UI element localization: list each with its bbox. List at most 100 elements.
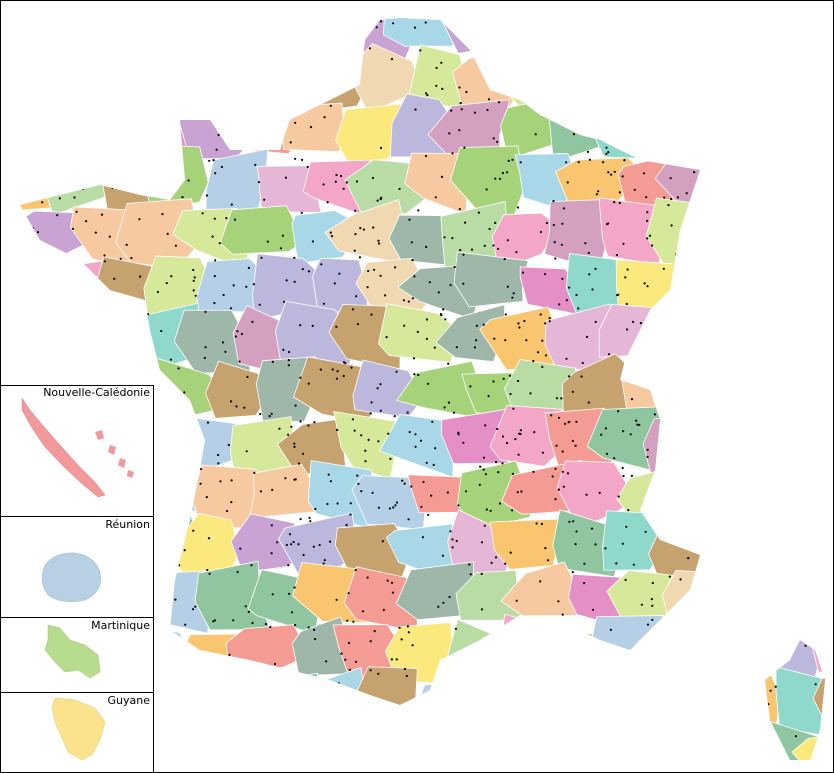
point <box>288 533 292 536</box>
point <box>194 605 197 608</box>
point <box>486 108 489 112</box>
point <box>463 146 466 149</box>
point <box>572 133 576 136</box>
point <box>252 283 255 286</box>
point <box>478 483 481 486</box>
point <box>314 507 317 511</box>
point <box>475 324 478 327</box>
point <box>417 373 420 377</box>
point <box>322 183 325 186</box>
point <box>335 173 338 177</box>
point <box>446 491 449 494</box>
point <box>226 509 229 513</box>
point <box>103 254 106 257</box>
point <box>270 412 273 415</box>
point <box>564 422 567 425</box>
point <box>225 217 228 220</box>
point <box>187 179 190 182</box>
point <box>437 291 440 294</box>
point <box>545 221 549 225</box>
point <box>492 137 495 140</box>
point <box>191 608 195 611</box>
point <box>273 662 277 666</box>
point <box>41 201 44 204</box>
point <box>774 685 777 688</box>
point <box>393 415 396 418</box>
point <box>588 273 591 276</box>
point <box>56 214 59 217</box>
point <box>804 644 807 647</box>
point <box>413 373 416 376</box>
point <box>370 401 373 404</box>
point <box>554 498 557 501</box>
point <box>181 196 184 199</box>
point <box>630 398 634 401</box>
point <box>485 188 488 191</box>
point <box>585 335 589 338</box>
point <box>646 237 649 240</box>
point <box>342 374 345 378</box>
point <box>377 440 380 443</box>
point <box>685 192 688 195</box>
point <box>496 427 499 431</box>
point <box>430 494 433 497</box>
point <box>554 467 557 470</box>
point <box>529 392 532 395</box>
point <box>311 240 314 243</box>
point <box>217 462 220 465</box>
point <box>473 346 476 349</box>
point <box>568 375 571 378</box>
point <box>509 551 512 554</box>
point <box>238 360 241 363</box>
point <box>390 581 394 584</box>
point <box>312 545 315 548</box>
island <box>118 458 126 468</box>
point <box>769 689 772 692</box>
point <box>282 300 286 303</box>
point <box>406 625 409 628</box>
point <box>639 322 643 325</box>
point <box>204 310 207 313</box>
point <box>294 404 297 407</box>
point <box>379 274 382 277</box>
point <box>254 163 257 166</box>
point <box>444 318 447 321</box>
point <box>439 313 442 316</box>
point <box>434 196 437 199</box>
point <box>535 522 538 525</box>
point <box>560 397 563 400</box>
point <box>357 482 360 485</box>
point <box>427 513 430 517</box>
point <box>597 190 600 193</box>
point <box>194 294 197 297</box>
point <box>379 383 382 386</box>
point <box>331 368 334 371</box>
point <box>554 257 557 260</box>
point <box>398 626 401 629</box>
point <box>552 200 555 203</box>
point <box>199 468 203 471</box>
point <box>289 141 292 144</box>
point <box>269 625 272 629</box>
point <box>557 488 561 491</box>
point <box>208 572 211 576</box>
point <box>318 543 321 547</box>
point <box>642 172 646 175</box>
point <box>229 307 233 310</box>
point <box>432 463 435 466</box>
point <box>94 231 97 234</box>
inset-label: Réunion <box>105 518 150 531</box>
point <box>323 116 326 119</box>
point <box>676 196 680 199</box>
point <box>633 188 636 191</box>
point <box>394 504 397 507</box>
point <box>271 593 274 596</box>
point <box>541 365 544 368</box>
point <box>228 653 231 657</box>
point <box>494 221 497 224</box>
point <box>451 538 454 541</box>
point <box>177 367 180 370</box>
point <box>366 286 369 289</box>
department <box>435 304 506 363</box>
